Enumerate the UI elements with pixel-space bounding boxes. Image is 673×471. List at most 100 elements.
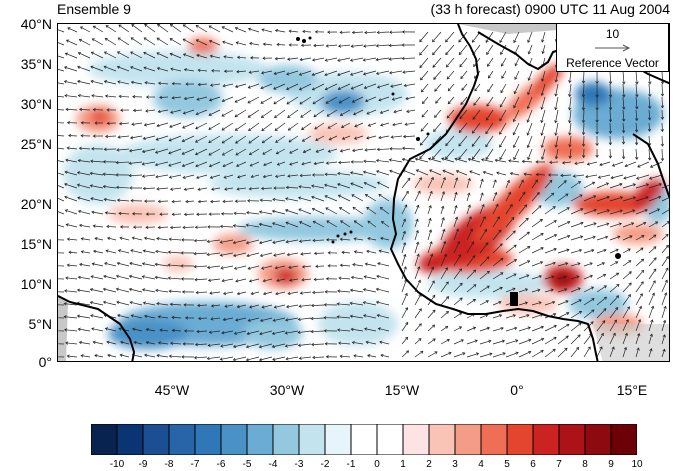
wind-vector-arrowhead [274, 28, 279, 33]
islands [296, 36, 621, 306]
wind-vector-arrow [492, 204, 499, 215]
wind-vector-arrowhead [485, 117, 489, 121]
wind-vector-arrowhead [658, 195, 662, 199]
wind-vector-arrowhead [363, 181, 367, 186]
wind-vector-arrowhead [338, 341, 342, 345]
wind-vector-arrow [570, 249, 582, 254]
wind-vector-arrowhead [258, 210, 263, 214]
wind-vector-arrowhead [311, 195, 315, 199]
wind-vector-arrow [518, 288, 528, 293]
wind-vector-arrow [524, 173, 533, 176]
wind-vector-arrowhead [260, 186, 265, 191]
wind-vector-arrowhead [235, 140, 239, 144]
wind-vector-arrow [354, 251, 364, 254]
wind-vector-arrow [64, 66, 78, 72]
wind-vector-arrow [260, 199, 273, 202]
wind-vector-arrow [104, 80, 117, 85]
map-canvas [58, 24, 669, 361]
wind-vector-arrow [350, 57, 364, 61]
wind-vector-arrow [518, 179, 524, 189]
wind-vector-arrowhead [566, 248, 570, 252]
wind-vector-arrow [622, 282, 632, 293]
wind-vector-arrowhead [115, 173, 119, 177]
wind-vector-arrow [492, 327, 504, 332]
wind-vector-arrowhead [128, 287, 133, 292]
wind-vector-arrowhead [311, 173, 315, 177]
wind-vector-arrowhead [454, 191, 458, 195]
wind-vector-arrowhead [246, 211, 250, 215]
wind-vector-arrowhead [236, 163, 240, 167]
wind-vector-arrowhead [288, 43, 292, 47]
wind-vector-arrowhead [526, 119, 530, 123]
wind-vector-arrow [622, 347, 627, 358]
wind-vector-arrowhead [621, 156, 626, 160]
wind-vector-arrowhead [66, 146, 70, 150]
wind-vector-arrow [312, 208, 325, 215]
wind-vector-arrow [648, 319, 653, 332]
wind-vector-arrow [472, 109, 481, 120]
wind-vector-arrow [248, 317, 260, 322]
wind-vector-arrowhead [540, 350, 544, 353]
wind-vector-arrow [389, 70, 403, 74]
wind-vector-arrowhead [65, 223, 69, 227]
wind-vector-arrowhead [429, 241, 433, 245]
wind-vector-arrowhead [104, 94, 108, 98]
wind-vector-arrowhead [416, 241, 420, 245]
wind-vector-arrow [234, 265, 247, 270]
wind-vector-arrow [172, 96, 182, 99]
wind-vector-arrowhead [446, 115, 450, 119]
wind-vector-arrow [427, 218, 431, 228]
wind-vector-arrowhead [337, 194, 342, 198]
wind-vector-arrow [622, 197, 636, 202]
wind-vector-arrow [251, 174, 260, 178]
wind-vector-arrow [208, 278, 221, 281]
wind-vector-arrowhead [458, 143, 462, 147]
wind-vector-arrowhead [106, 108, 110, 112]
wind-vector-arrow [337, 303, 351, 306]
wind-vector-arrow [285, 317, 299, 321]
wind-vector-arrowhead [553, 312, 557, 317]
wind-vector-arrowhead [551, 275, 555, 279]
wind-vector-arrow [142, 263, 156, 267]
wind-vector-arrowhead [260, 100, 264, 104]
wind-vector-arrow [447, 83, 455, 91]
wind-vector-arrowhead [288, 29, 292, 33]
wind-vector-arrow [541, 83, 546, 96]
wind-vector-arrowhead [623, 346, 628, 351]
wind-vector-arrow [496, 172, 507, 176]
wind-vector-arrowhead [298, 239, 302, 243]
wind-vector-arrow [249, 70, 260, 73]
wind-vector-arrowhead [537, 288, 541, 292]
wind-vector-arrowhead [145, 95, 149, 99]
wind-vector-arrow [622, 148, 625, 159]
wind-vector-arrowhead [534, 179, 538, 183]
wind-vector-arrowhead [554, 144, 558, 148]
map-panel[interactable] [57, 23, 670, 362]
wind-vector-arrowhead [298, 221, 303, 225]
wind-vector-arrowhead [540, 92, 544, 96]
colorbar-swatch [376, 423, 404, 456]
wind-vector-arrowhead [104, 37, 108, 41]
wind-vector-arrowhead [129, 300, 133, 305]
wind-vector-arrow [79, 224, 91, 228]
wind-vector-arrow [195, 25, 208, 33]
wind-vector-arrow [648, 183, 662, 189]
wind-vector-arrow [155, 148, 169, 154]
wind-vector-arrow [570, 311, 582, 319]
wind-vector-arrow [661, 292, 667, 306]
wind-vector-arrowhead [339, 237, 343, 241]
wind-vector-arrowhead [107, 236, 111, 241]
wind-vector-arrow [286, 96, 299, 105]
wind-vector-arrowhead [337, 289, 341, 293]
wind-vector-arrow [119, 237, 130, 241]
wind-vector-arrow [65, 159, 78, 163]
wind-vector-arrow [485, 109, 494, 121]
wind-vector-arrowhead [577, 287, 581, 291]
wind-vector-arrowhead [141, 149, 146, 154]
wind-vector-arrow [184, 69, 195, 72]
wind-vector-arrow [401, 307, 408, 319]
wind-vector-arrow [461, 83, 468, 91]
wind-vector-arrow [378, 135, 390, 139]
wind-vector-arrowhead [206, 356, 210, 361]
wind-vector-arrowhead [234, 84, 239, 89]
